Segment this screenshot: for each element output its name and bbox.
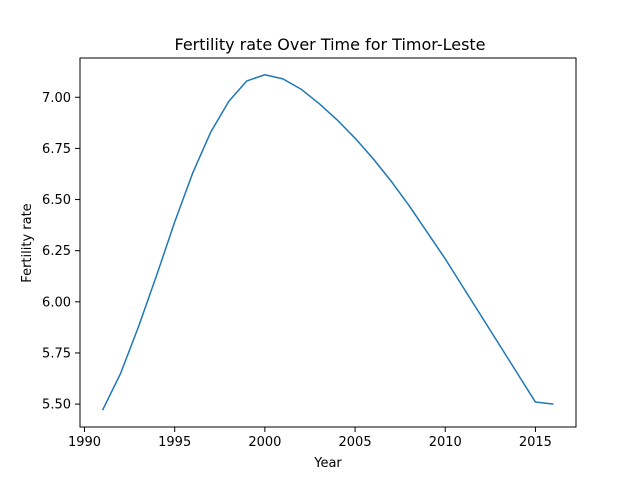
x-tick-label: 2005 [339, 435, 372, 450]
x-axis-label: Year [313, 456, 342, 471]
plot-area: 1990 1995 2000 2005 2010 2015 5.50 5.75 6.00 6.2… [42, 57, 577, 450]
chart-title: Fertility rate Over Time for Timor-Leste [174, 35, 485, 54]
x-tick-label: 1995 [158, 435, 191, 450]
plot-frame [79, 57, 577, 428]
x-tick-label: 1990 [68, 435, 101, 450]
x-tick-label: 2000 [248, 435, 281, 450]
y-tick-label: 6.25 [42, 244, 71, 259]
series-group [101, 74, 554, 411]
y-tick-label: 6.00 [42, 295, 71, 310]
x-tick-label: 2010 [429, 435, 462, 450]
y-tick-label: 5.50 [42, 398, 71, 413]
y-tick-label: 7.00 [42, 91, 71, 106]
y-tick-label: 5.75 [42, 346, 71, 361]
y-tick-label: 6.50 [42, 193, 71, 208]
x-tick-label: 2015 [519, 435, 552, 450]
y-axis: 5.50 5.75 6.00 6.25 6.50 6.75 7.00 [42, 91, 80, 413]
series-line [101, 74, 554, 411]
y-axis-label: Fertility rate [20, 203, 35, 282]
y-tick-label: 6.75 [42, 142, 71, 157]
x-axis: 1990 1995 2000 2005 2010 2015 [68, 427, 552, 450]
